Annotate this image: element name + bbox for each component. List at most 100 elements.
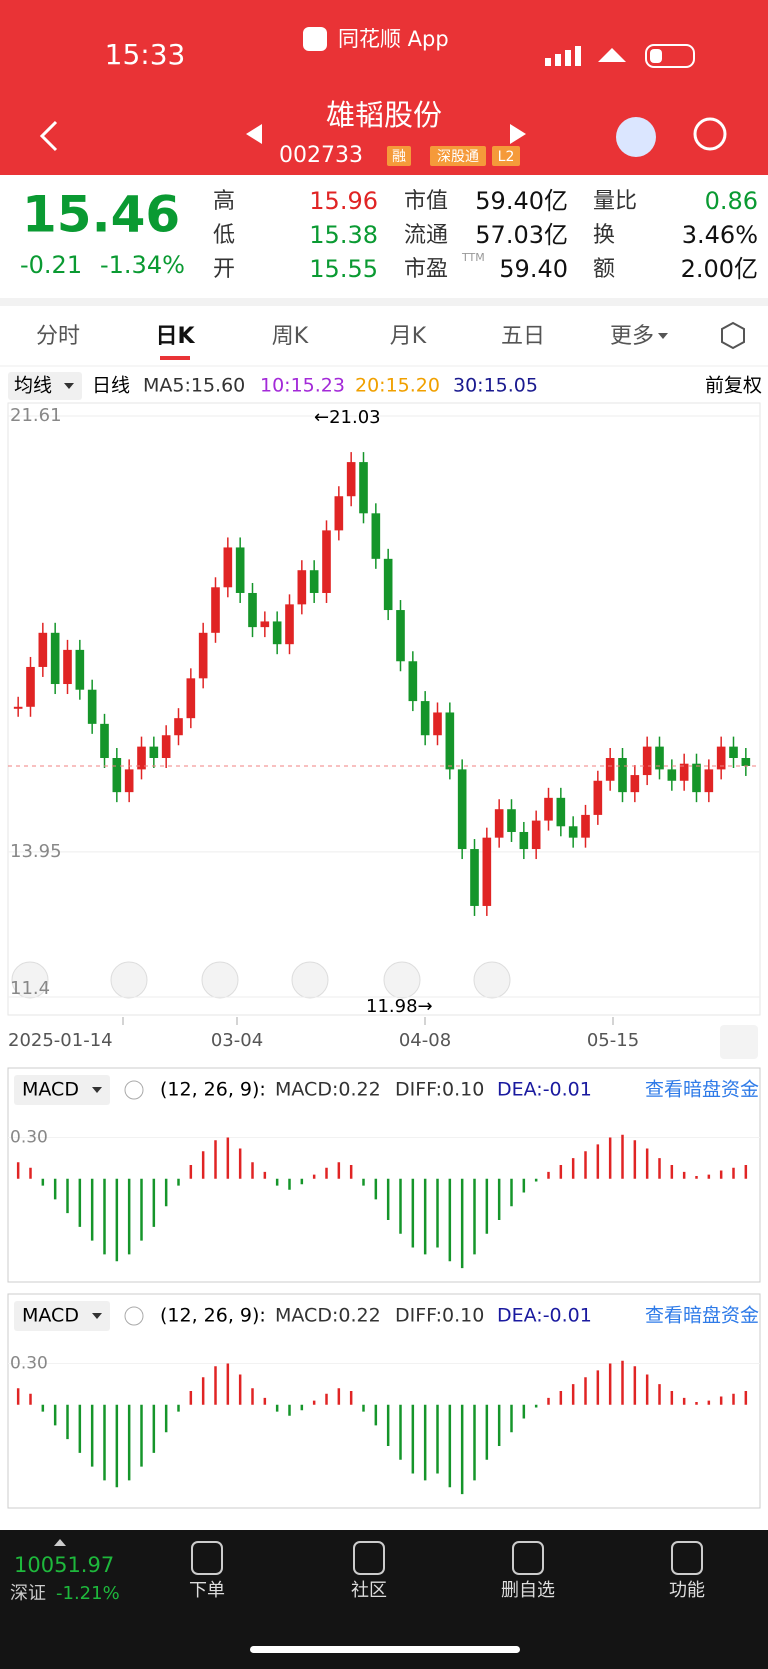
candle (297, 570, 307, 605)
nav-item[interactable]: 下单 (189, 1580, 225, 1601)
candle (420, 701, 430, 736)
search-icon[interactable] (693, 117, 727, 151)
candle (396, 610, 405, 662)
dropdown-arrow (64, 383, 74, 389)
candle (507, 809, 516, 832)
candle (186, 678, 196, 719)
macd-link[interactable]: 查看暗盘资金 (645, 1305, 759, 1327)
y-tick-label: 0.30 (10, 1354, 48, 1374)
index-change: -1.21% (56, 1583, 120, 1604)
app-name: 同花顺 App (338, 27, 449, 51)
field-value: 15.38 (309, 221, 378, 249)
candle (26, 666, 35, 707)
next-stock[interactable] (510, 124, 526, 144)
candle (235, 547, 245, 593)
candle (248, 592, 257, 628)
ma30: 30:15.05 (453, 375, 538, 397)
up-arrow (54, 1539, 66, 1546)
tab[interactable]: 月K (390, 324, 427, 349)
candle (149, 746, 159, 758)
nav-item[interactable]: 功能 (669, 1580, 705, 1601)
candle (100, 723, 109, 758)
y-tick-label: 13.95 (10, 841, 62, 862)
candle (556, 797, 566, 827)
field-label: 量比 (593, 189, 637, 214)
candle (211, 587, 220, 633)
candle (13, 706, 23, 709)
prev-stock[interactable] (246, 124, 262, 144)
macd-dea: DEA:-0.01 (497, 1079, 592, 1101)
robot-icon[interactable] (616, 117, 656, 157)
adjust[interactable]: 前复权 (705, 375, 762, 397)
candle (679, 763, 689, 781)
y-tick-label: 11.4 (10, 978, 50, 999)
x-tick-label: 03-04 (211, 1030, 263, 1051)
candle (568, 826, 578, 838)
y-tick-label: 21.61 (10, 405, 62, 426)
home-indicator (250, 1646, 520, 1653)
field-value: 15.96 (309, 187, 378, 215)
tab[interactable]: 更多 (610, 324, 654, 349)
x-tick-label: 05-15 (587, 1030, 639, 1051)
candle (531, 820, 541, 850)
candle (322, 530, 331, 593)
candle (741, 757, 751, 766)
nav-item[interactable]: 社区 (351, 1580, 387, 1601)
macd-select[interactable] (14, 1301, 110, 1331)
badge: 融 (392, 149, 406, 165)
tab[interactable]: 周K (272, 324, 309, 349)
nav-icon (671, 1541, 703, 1575)
candle (112, 757, 122, 793)
macd-params: (12, 26, 9): (160, 1305, 266, 1327)
candle (75, 649, 85, 690)
nav-item[interactable]: 删自选 (501, 1580, 555, 1601)
macd-diff: DIFF:0.10 (395, 1079, 484, 1101)
field-value: 59.40亿 (475, 187, 568, 215)
candle (87, 689, 97, 724)
macd-diff: DIFF:0.10 (395, 1305, 484, 1327)
app-icon (303, 27, 327, 51)
tab[interactable]: 日K (155, 324, 195, 349)
macd-link[interactable]: 查看暗盘资金 (645, 1079, 759, 1101)
candle (285, 604, 294, 645)
macd-select[interactable] (14, 1075, 110, 1105)
candle (457, 769, 467, 850)
tab[interactable]: 五日 (501, 324, 545, 349)
candle (309, 570, 319, 593)
body-bg (0, 175, 768, 1530)
candle (655, 746, 664, 770)
candle (50, 632, 60, 685)
badge-bg (492, 146, 520, 166)
candle (371, 513, 381, 559)
badge-bg (430, 146, 486, 166)
candle (359, 462, 368, 514)
candle (433, 712, 442, 736)
candle (729, 746, 738, 758)
macd-name: MACD (22, 1305, 79, 1327)
back-button[interactable] (39, 120, 58, 152)
candle (667, 769, 677, 781)
candle (704, 769, 714, 793)
x-tick-label: 04-08 (399, 1030, 451, 1051)
candle (137, 746, 146, 770)
ma-select[interactable] (8, 372, 82, 400)
nav-icon (191, 1541, 223, 1575)
candle (63, 649, 72, 685)
end-button[interactable] (720, 1025, 758, 1059)
annotation: ←21.03 (314, 407, 381, 428)
badge: L2 (498, 149, 515, 165)
settings-icon[interactable] (721, 321, 745, 350)
field-label: 市值 (404, 189, 448, 214)
candle (124, 769, 134, 793)
change: -0.21 (20, 251, 82, 279)
candle (161, 735, 171, 758)
candle (642, 746, 652, 776)
field-value: 59.40 (499, 255, 568, 283)
field-label: 换 (593, 223, 615, 248)
kline-frame (7, 402, 761, 1016)
candle (408, 661, 418, 702)
tab[interactable]: 分时 (36, 324, 80, 349)
ma-label: 均线 (14, 375, 52, 397)
candle (494, 809, 504, 838)
